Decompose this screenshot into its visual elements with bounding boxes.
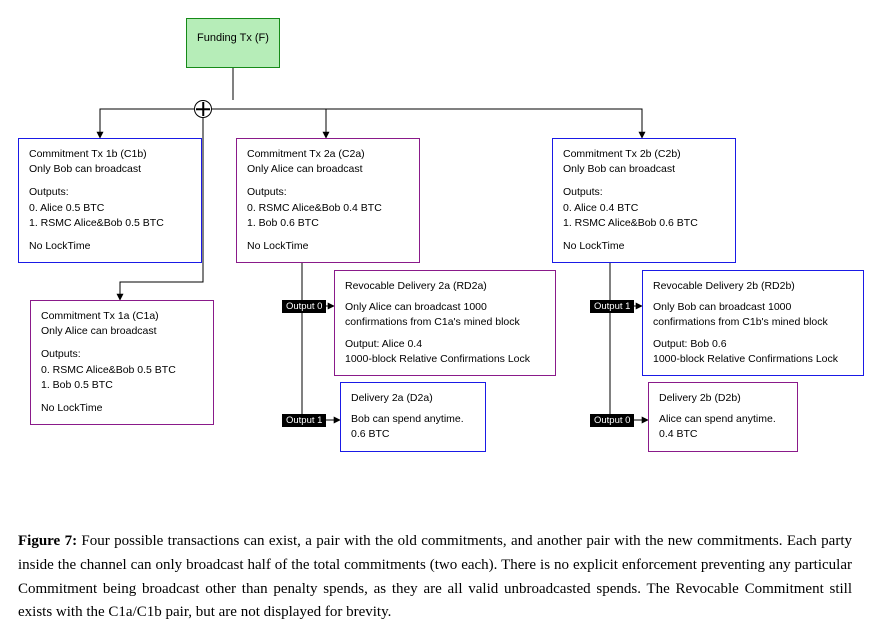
revocable-delivery-2b-node: Revocable Delivery 2b (RD2b) Only Bob ca…: [642, 270, 864, 376]
funding-tx-label: Funding Tx (F): [197, 32, 269, 44]
c1b-title: Commitment Tx 1b (C1b): [29, 147, 191, 162]
commitment-c2b-node: Commitment Tx 2b (C2b) Only Bob can broa…: [552, 138, 736, 263]
delivery-2b-node: Delivery 2b (D2b) Alice can spend anytim…: [648, 382, 798, 452]
output-tag-0-right: Output 0: [590, 414, 634, 427]
c2a-lock: No LockTime: [247, 239, 409, 254]
c2a-outputs-label: Outputs:: [247, 185, 409, 200]
c2b-out1: 1. RSMC Alice&Bob 0.6 BTC: [563, 216, 725, 231]
c2a-out0: 0. RSMC Alice&Bob 0.4 BTC: [247, 201, 409, 216]
c1b-lock: No LockTime: [29, 239, 191, 254]
output-tag-1-right: Output 1: [590, 300, 634, 313]
c2b-title: Commitment Tx 2b (C2b): [563, 147, 725, 162]
d2b-l2: 0.4 BTC: [659, 427, 787, 442]
rd2a-l4: 1000-block Relative Confirmations Lock: [345, 352, 545, 367]
output-tag-1-right-text: Output 1: [594, 301, 630, 312]
output-tag-1-left-text: Output 1: [286, 415, 322, 426]
c1a-lock: No LockTime: [41, 401, 203, 416]
c2a-sub: Only Alice can broadcast: [247, 162, 409, 177]
c1a-out1: 1. Bob 0.5 BTC: [41, 378, 203, 393]
d2b-l1: Alice can spend anytime.: [659, 412, 787, 427]
d2a-l1: Bob can spend anytime.: [351, 412, 475, 427]
c2b-sub: Only Bob can broadcast: [563, 162, 725, 177]
c1b-out0: 0. Alice 0.5 BTC: [29, 201, 191, 216]
c2b-outputs-label: Outputs:: [563, 185, 725, 200]
c1a-title: Commitment Tx 1a (C1a): [41, 309, 203, 324]
figure-caption-text: Four possible transactions can exist, a …: [18, 533, 852, 620]
d2a-title: Delivery 2a (D2a): [351, 391, 475, 406]
rd2b-l2: confirmations from C1b's mined block: [653, 315, 853, 330]
output-tag-0-right-text: Output 0: [594, 415, 630, 426]
commitment-c2a-node: Commitment Tx 2a (C2a) Only Alice can br…: [236, 138, 420, 263]
rd2a-l3: Output: Alice 0.4: [345, 337, 545, 352]
rd2a-l2: confirmations from C1a's mined block: [345, 315, 545, 330]
rd2b-l3: Output: Bob 0.6: [653, 337, 853, 352]
c1b-out1: 1. RSMC Alice&Bob 0.5 BTC: [29, 216, 191, 231]
funding-tx-node: Funding Tx (F): [186, 18, 280, 68]
figure-caption-label: Figure 7:: [18, 533, 77, 549]
figure-caption: Figure 7: Four possible transactions can…: [18, 530, 852, 625]
junction-icon: [194, 100, 212, 118]
delivery-2a-node: Delivery 2a (D2a) Bob can spend anytime.…: [340, 382, 486, 452]
revocable-delivery-2a-node: Revocable Delivery 2a (RD2a) Only Alice …: [334, 270, 556, 376]
c1b-sub: Only Bob can broadcast: [29, 162, 191, 177]
commitment-c1a-node: Commitment Tx 1a (C1a) Only Alice can br…: [30, 300, 214, 425]
c2b-out0: 0. Alice 0.4 BTC: [563, 201, 725, 216]
c1a-out0: 0. RSMC Alice&Bob 0.5 BTC: [41, 363, 203, 378]
d2b-title: Delivery 2b (D2b): [659, 391, 787, 406]
rd2b-l4: 1000-block Relative Confirmations Lock: [653, 352, 853, 367]
d2a-l2: 0.6 BTC: [351, 427, 475, 442]
c1a-outputs-label: Outputs:: [41, 347, 203, 362]
c1b-outputs-label: Outputs:: [29, 185, 191, 200]
rd2b-l1: Only Bob can broadcast 1000: [653, 300, 853, 315]
output-tag-0-left: Output 0: [282, 300, 326, 313]
rd2a-l1: Only Alice can broadcast 1000: [345, 300, 545, 315]
c2b-lock: No LockTime: [563, 239, 725, 254]
diagram-canvas: Funding Tx (F) Commitment Tx 1b (C1b) On…: [0, 0, 870, 639]
output-tag-0-left-text: Output 0: [286, 301, 322, 312]
c2a-title: Commitment Tx 2a (C2a): [247, 147, 409, 162]
c2a-out1: 1. Bob 0.6 BTC: [247, 216, 409, 231]
commitment-c1b-node: Commitment Tx 1b (C1b) Only Bob can broa…: [18, 138, 202, 263]
c1a-sub: Only Alice can broadcast: [41, 324, 203, 339]
output-tag-1-left: Output 1: [282, 414, 326, 427]
rd2b-title: Revocable Delivery 2b (RD2b): [653, 279, 853, 294]
rd2a-title: Revocable Delivery 2a (RD2a): [345, 279, 545, 294]
